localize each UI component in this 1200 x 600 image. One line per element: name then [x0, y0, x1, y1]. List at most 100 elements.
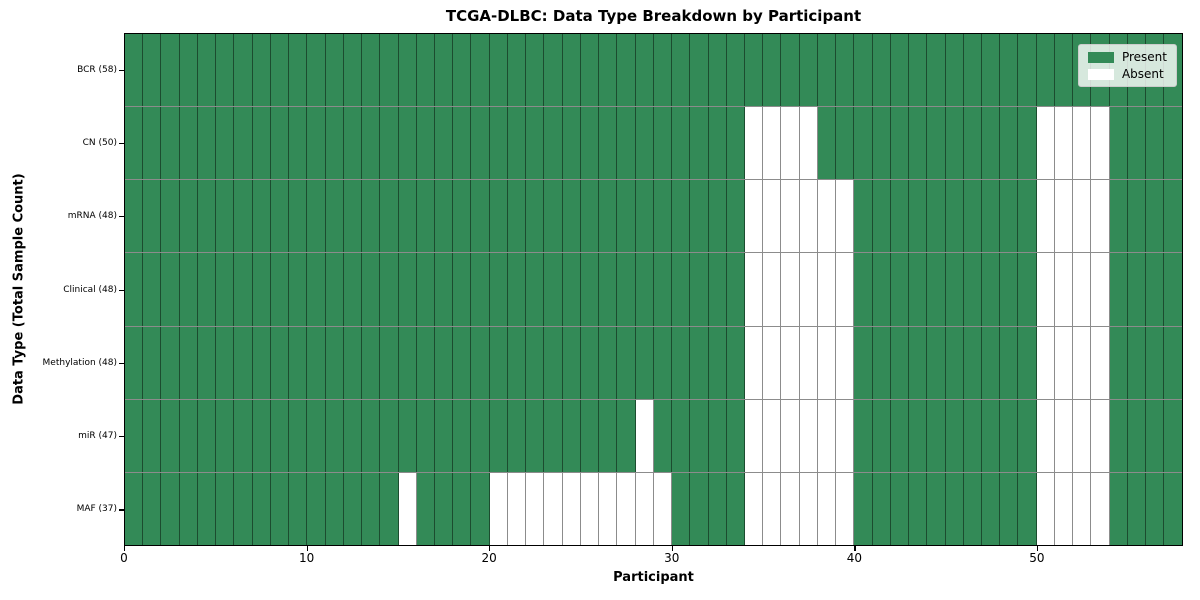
heatmap-cell — [672, 180, 691, 253]
heatmap-cell — [325, 253, 344, 326]
x-tick-label: 10 — [298, 551, 315, 565]
heatmap-cell — [690, 107, 709, 180]
heatmap-cell — [909, 34, 928, 107]
heatmap-cell — [453, 180, 472, 253]
heatmap-cell — [781, 253, 800, 326]
heatmap-cell — [854, 472, 873, 545]
y-tick-label: MAF (37) — [76, 504, 117, 515]
heatmap-cell — [744, 253, 764, 326]
heatmap-cell — [1127, 107, 1147, 180]
heatmap-cell — [635, 34, 654, 107]
heatmap-cell — [252, 253, 271, 326]
heatmap-cell — [1109, 180, 1128, 253]
heatmap-cell — [945, 399, 964, 472]
heatmap-cell — [1091, 180, 1110, 253]
heatmap-cell — [125, 399, 144, 472]
heatmap-cell — [289, 472, 308, 545]
y-tick-label: miR (47) — [78, 431, 117, 442]
heatmap-cell — [690, 253, 709, 326]
heatmap-cell — [982, 399, 1001, 472]
heatmap-cell — [325, 399, 344, 472]
heatmap-cell — [453, 107, 472, 180]
heatmap-cell — [1091, 326, 1110, 399]
heatmap-cell — [526, 472, 545, 545]
heatmap-cell — [307, 107, 326, 180]
heatmap-cell — [325, 180, 344, 253]
heatmap-cell — [653, 34, 673, 107]
heatmap-cell — [690, 472, 709, 545]
x-tick-label: 30 — [664, 551, 680, 565]
heatmap-cell — [927, 107, 946, 180]
heatmap-row — [125, 326, 1182, 400]
heatmap-cell — [909, 399, 928, 472]
heatmap-cell — [507, 472, 527, 545]
heatmap-cell — [216, 326, 235, 399]
heatmap-cell — [197, 253, 217, 326]
heatmap-cell — [963, 253, 983, 326]
heatmap-row — [125, 180, 1182, 254]
heatmap-cell — [234, 326, 253, 399]
heatmap-cell — [1109, 107, 1128, 180]
legend-absent-label: Absent — [1121, 67, 1164, 81]
x-tick-mark — [854, 546, 856, 551]
heatmap-cell — [836, 107, 855, 180]
heatmap-cell — [854, 180, 873, 253]
heatmap-cell — [380, 472, 399, 545]
heatmap-cell — [854, 253, 873, 326]
y-tick-mark — [119, 69, 124, 71]
heatmap-cell — [1164, 399, 1182, 472]
heatmap-cell — [580, 326, 600, 399]
heatmap-cell — [434, 180, 454, 253]
heatmap-cell — [252, 107, 271, 180]
heatmap-cell — [580, 34, 600, 107]
heatmap-cell — [526, 107, 545, 180]
heatmap-cell — [216, 253, 235, 326]
heatmap-cell — [471, 253, 490, 326]
heatmap-cell — [635, 326, 654, 399]
heatmap-cell — [890, 253, 910, 326]
y-tick-mark — [119, 289, 124, 291]
heatmap-cell — [726, 399, 745, 472]
heatmap-cell — [1073, 253, 1092, 326]
heatmap-cell — [252, 180, 271, 253]
heatmap-cell — [1091, 399, 1110, 472]
heatmap-cell — [690, 326, 709, 399]
heatmap-cell — [690, 399, 709, 472]
heatmap-cell — [836, 399, 855, 472]
heatmap-cell — [854, 326, 873, 399]
heatmap-cell — [890, 180, 910, 253]
heatmap-cell — [599, 253, 618, 326]
heatmap-cell — [270, 326, 290, 399]
heatmap-cell — [1054, 180, 1074, 253]
heatmap-row — [125, 399, 1182, 473]
heatmap-cell — [416, 253, 435, 326]
heatmap-cell — [1127, 180, 1147, 253]
heatmap-cell — [216, 399, 235, 472]
heatmap-cell — [1000, 326, 1019, 399]
heatmap-cell — [489, 107, 508, 180]
heatmap-row — [125, 472, 1182, 545]
heatmap-cell — [744, 34, 764, 107]
heatmap-cell — [799, 180, 818, 253]
heatmap-cell — [1109, 399, 1128, 472]
x-tick-label: 40 — [846, 551, 862, 565]
heatmap-cell — [179, 34, 198, 107]
heatmap-cell — [726, 326, 745, 399]
heatmap-cell — [380, 399, 399, 472]
x-tick-mark — [1036, 546, 1039, 551]
heatmap-cell — [927, 34, 946, 107]
heatmap-cell — [1054, 253, 1074, 326]
heatmap-cell — [362, 34, 381, 107]
heatmap-cell — [143, 34, 162, 107]
y-tick-mark — [119, 509, 124, 511]
heatmap-cell — [799, 472, 818, 545]
heatmap-cell — [1054, 472, 1074, 545]
heatmap-cell — [1036, 326, 1055, 399]
heatmap-cell — [653, 180, 673, 253]
heatmap-cell — [763, 326, 782, 399]
heatmap-cell — [854, 399, 873, 472]
heatmap-cell — [434, 107, 454, 180]
heatmap-cell — [672, 253, 691, 326]
y-tick-label: Clinical (48) — [63, 284, 117, 295]
heatmap-cell — [1164, 180, 1182, 253]
